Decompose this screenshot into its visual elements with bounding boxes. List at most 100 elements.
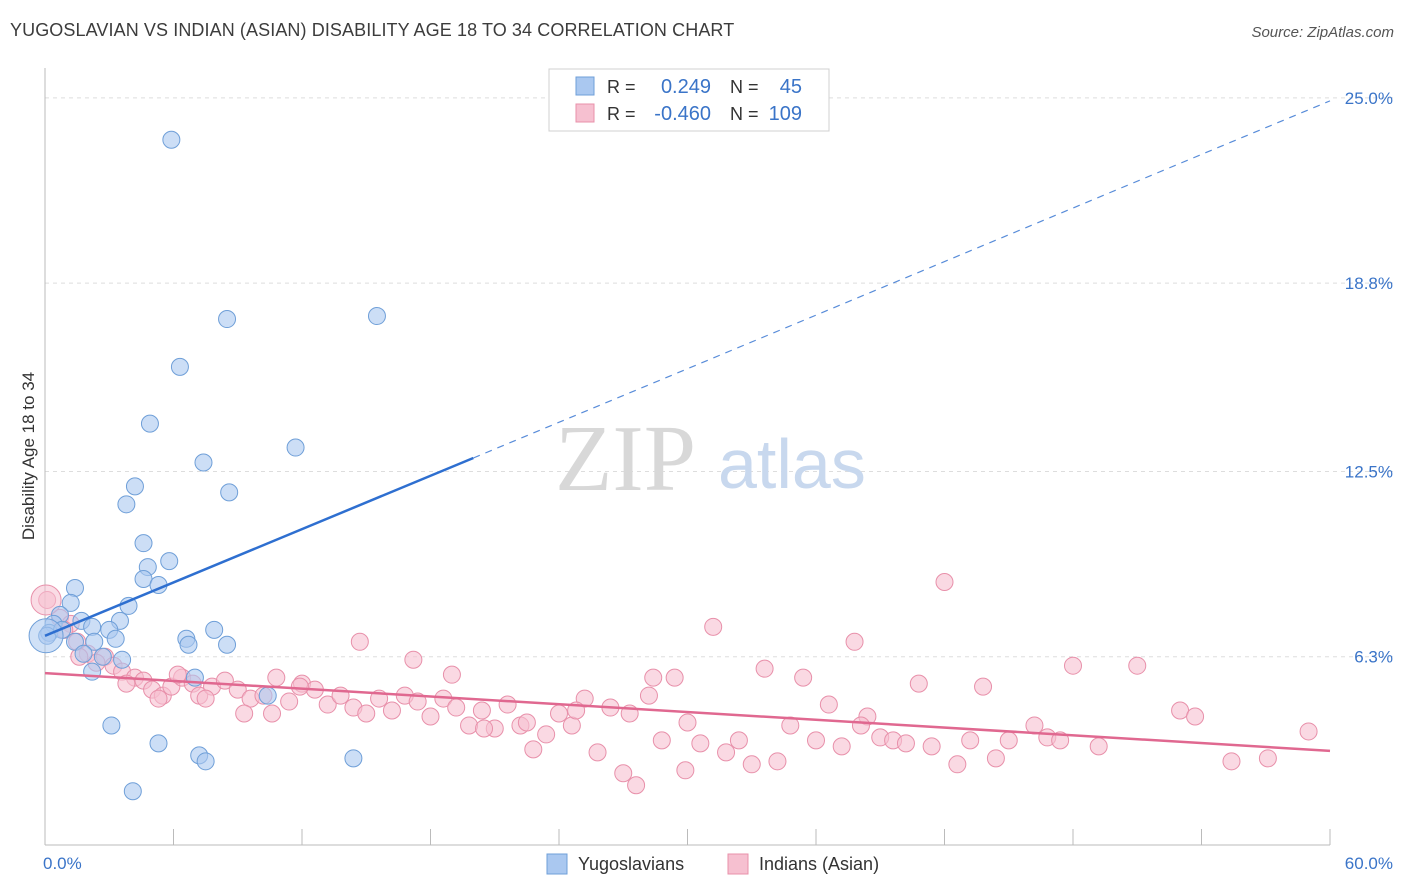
data-point — [134, 570, 153, 589]
data-point — [196, 752, 215, 771]
data-point — [550, 704, 568, 723]
data-point — [819, 695, 838, 714]
data-point — [691, 734, 710, 753]
data-point — [729, 731, 748, 750]
data-point — [1128, 656, 1147, 675]
data-point — [1299, 722, 1318, 741]
data-point — [74, 644, 93, 663]
data-point — [149, 689, 168, 708]
data-point — [475, 719, 494, 738]
data-point — [768, 752, 787, 771]
data-point — [408, 692, 427, 711]
data-point — [909, 674, 928, 693]
data-point — [588, 743, 607, 762]
data-point — [1186, 707, 1205, 726]
y-tick-label: 25.0% — [1345, 89, 1393, 108]
data-point — [235, 704, 254, 723]
data-point — [102, 716, 121, 735]
series-legend-pink-swatch — [727, 853, 749, 875]
yugoslavians-trend-extension — [473, 100, 1331, 459]
y-tick-label: 18.8% — [1345, 274, 1393, 293]
series-legend-label-yugoslavians: Yugoslavians — [578, 854, 684, 874]
legend-r-value-2: -0.460 — [654, 103, 711, 125]
source-label: Source: ZipAtlas.com — [1251, 24, 1394, 41]
data-point — [196, 689, 215, 708]
data-point — [286, 438, 305, 457]
data-point — [168, 665, 187, 684]
data-point — [948, 755, 967, 774]
data-point — [357, 704, 376, 723]
data-point — [896, 734, 915, 753]
data-point — [652, 731, 671, 750]
watermark-zip: ZIP — [555, 407, 696, 511]
data-point — [318, 695, 337, 714]
data-point — [665, 668, 684, 687]
data-point — [382, 701, 401, 720]
data-point — [704, 617, 723, 636]
data-point — [832, 737, 851, 756]
grid — [45, 97, 1395, 658]
legend-box — [548, 68, 830, 132]
data-point — [517, 713, 536, 732]
data-point — [999, 731, 1018, 750]
data-point — [93, 647, 112, 666]
data-point — [117, 495, 136, 514]
data-point — [113, 650, 132, 669]
data-point — [678, 713, 697, 732]
data-point — [290, 677, 309, 696]
data-point — [717, 743, 736, 762]
data-point — [974, 677, 993, 696]
data-point — [344, 749, 363, 768]
data-point — [961, 731, 980, 750]
data-point — [160, 552, 179, 571]
data-point — [922, 737, 941, 756]
y-tick-label: 6.3% — [1354, 648, 1393, 667]
x-tick-label-min: 0.0% — [43, 854, 82, 873]
data-point — [442, 665, 461, 684]
data-point — [614, 764, 633, 783]
data-point — [140, 414, 159, 433]
data-point — [220, 483, 239, 502]
data-point — [61, 593, 80, 612]
watermark-atlas: atlas — [718, 425, 866, 503]
legend-n-label-2: N = — [730, 104, 759, 124]
data-point — [170, 357, 189, 376]
data-point — [367, 307, 386, 326]
legend-r-label-2: R = — [607, 104, 636, 124]
data-point — [562, 716, 581, 735]
data-point — [280, 692, 299, 711]
yugoslavians-trend-line — [44, 456, 474, 637]
data-point — [65, 578, 84, 597]
data-point — [134, 534, 153, 553]
data-point — [123, 782, 142, 801]
series-legend-blue-swatch — [546, 853, 568, 875]
legend-r-value-1: 0.249 — [661, 76, 711, 98]
data-point — [755, 659, 774, 678]
data-point — [263, 704, 282, 723]
data-point — [1258, 749, 1277, 768]
legend-blue-swatch — [575, 76, 595, 96]
data-point — [639, 686, 658, 705]
series-legend-label-indians: Indians (Asian) — [759, 854, 879, 874]
data-point — [1064, 656, 1082, 675]
y-axis-label: Disability Age 18 to 34 — [19, 371, 38, 541]
data-point — [845, 632, 864, 651]
data-point — [472, 701, 491, 720]
legend-n-value-1: 45 — [780, 76, 802, 98]
data-point — [1089, 737, 1108, 756]
data-point — [627, 776, 646, 795]
data-point — [447, 698, 466, 717]
data-point — [524, 740, 543, 759]
data-point — [218, 310, 237, 329]
data-point — [149, 734, 168, 753]
y-tick-labels: 6.3% 12.5% 18.8% 25.0% — [1345, 89, 1393, 667]
legend-r-label-1: R = — [607, 77, 636, 97]
trend-lines — [44, 100, 1331, 753]
data-point — [258, 686, 277, 705]
legend-n-value-2: 109 — [769, 103, 802, 125]
data-point — [742, 755, 761, 774]
data-point — [85, 632, 104, 651]
data-point — [218, 635, 237, 654]
data-point — [162, 130, 181, 149]
